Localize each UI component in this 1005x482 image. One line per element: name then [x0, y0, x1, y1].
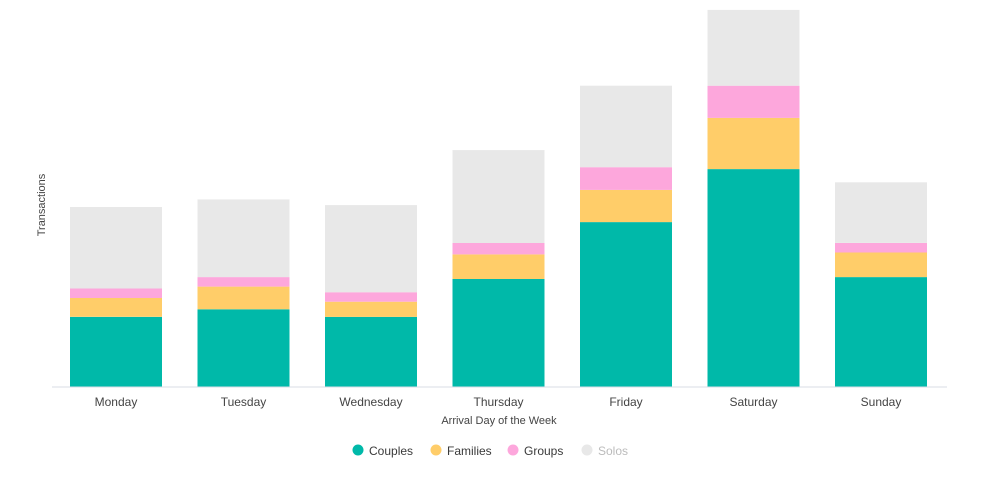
bar-saturday-families[interactable]	[707, 117, 800, 170]
bars-layer	[70, 9, 927, 387]
bar-friday-groups[interactable]	[580, 167, 672, 190]
bar-sunday-solos[interactable]	[835, 182, 927, 243]
bar-monday-solos[interactable]	[70, 207, 162, 289]
legend-marker-families	[430, 444, 442, 456]
bar-monday-families[interactable]	[70, 297, 162, 317]
x-tick-label-monday: Monday	[95, 395, 138, 409]
bar-tuesday-couples[interactable]	[197, 309, 290, 387]
y-axis-title: Transactions	[36, 173, 48, 236]
legend-item-couples[interactable]: Couples	[352, 444, 414, 458]
legend-label-groups: Groups	[524, 444, 563, 458]
legend-item-groups[interactable]: Groups	[507, 444, 564, 458]
bar-saturday-groups[interactable]	[707, 85, 800, 118]
bar-sunday-families[interactable]	[835, 252, 927, 278]
bar-thursday-couples[interactable]	[452, 279, 545, 387]
x-tick-label-friday: Friday	[609, 395, 642, 409]
legend-marker-groups	[507, 444, 519, 456]
bar-wednesday-solos[interactable]	[325, 205, 417, 293]
bar-tuesday-groups[interactable]	[197, 277, 290, 287]
bar-saturday-solos[interactable]	[707, 9, 800, 86]
legend-label-families: Families	[447, 444, 492, 458]
x-axis-tick-labels: Monday Tuesday Wednesday Thursday Friday Satu…	[95, 395, 902, 409]
legend-item-solos[interactable]: Solos	[581, 444, 629, 458]
legend-label-couples: Couples	[369, 444, 413, 458]
bar-friday-families[interactable]	[580, 189, 672, 223]
x-tick-label-wednesday: Wednesday	[339, 395, 402, 409]
x-tick-label-thursday: Thursday	[473, 395, 523, 409]
legend: Couples Families Groups Solos	[352, 444, 629, 458]
x-axis-title: Arrival Day of the Week	[441, 415, 557, 427]
x-tick-label-saturday: Saturday	[729, 395, 777, 409]
bar-sunday-groups[interactable]	[835, 243, 927, 253]
legend-label-solos: Solos	[598, 444, 628, 458]
bar-thursday-groups[interactable]	[452, 243, 545, 255]
bar-wednesday-families[interactable]	[325, 301, 417, 317]
legend-marker-couples	[352, 444, 364, 456]
x-tick-label-tuesday: Tuesday	[221, 395, 267, 409]
bar-monday-couples[interactable]	[70, 316, 162, 387]
legend-marker-solos	[581, 444, 593, 456]
bar-friday-couples[interactable]	[580, 222, 672, 387]
bar-thursday-solos[interactable]	[452, 150, 545, 243]
bar-wednesday-couples[interactable]	[325, 316, 417, 387]
bar-saturday-couples[interactable]	[707, 169, 800, 387]
bar-tuesday-families[interactable]	[197, 286, 290, 310]
bar-tuesday-solos[interactable]	[197, 199, 290, 278]
legend-item-families[interactable]: Families	[430, 444, 492, 458]
bar-sunday-couples[interactable]	[835, 277, 927, 387]
bar-thursday-families[interactable]	[452, 254, 545, 279]
bar-wednesday-groups[interactable]	[325, 292, 417, 302]
x-tick-label-sunday: Sunday	[861, 395, 902, 409]
bar-monday-groups[interactable]	[70, 288, 162, 299]
bar-friday-solos[interactable]	[580, 85, 672, 168]
